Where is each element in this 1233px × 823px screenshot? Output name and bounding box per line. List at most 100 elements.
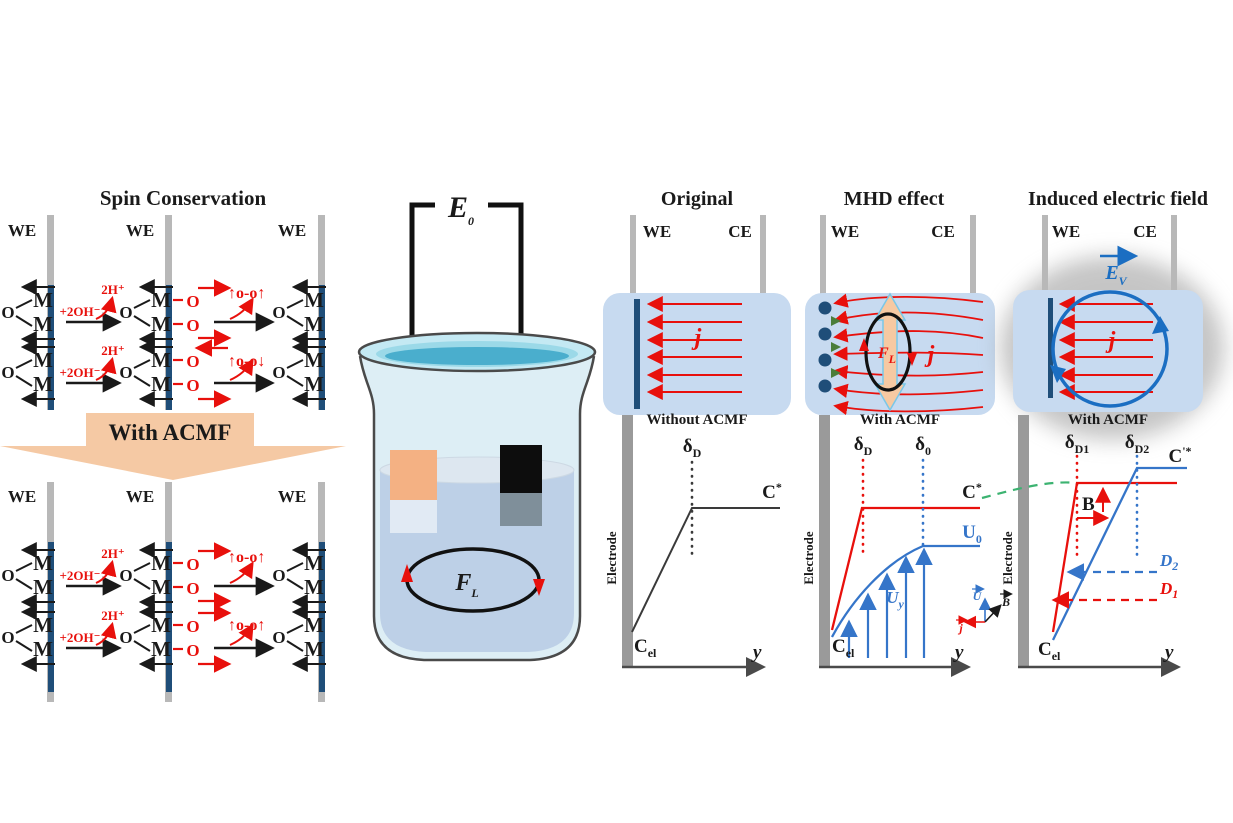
cathode-submerged [500, 493, 542, 526]
site-left-1 [1, 287, 55, 339]
caption: With ACMF [1068, 412, 1148, 428]
vortex-ellipse [864, 312, 912, 392]
parallel-spin-product: ↑o-o↑ [228, 549, 265, 566]
electrode-axis-label: Electrode [801, 531, 816, 584]
site-right-1 [272, 287, 326, 339]
panel-original: Original WE CE j Without ACMF [603, 188, 791, 428]
we-label: WE [278, 487, 306, 506]
green-link-dash [981, 481, 1078, 500]
mhd-panels: Original WE CE j Without ACMF Electrode … [603, 188, 1224, 677]
site-mid-1 [119, 550, 199, 602]
bulk-velocity-label: U0 [962, 522, 982, 546]
panel-mhd: MHD effect WE CE FL j With [805, 188, 995, 428]
banner-arrow-shape [0, 413, 346, 480]
banner-label: With ACMF [109, 420, 232, 445]
antiparallel-spin-product: ↑o-o↓ [228, 353, 265, 370]
beaker-cell: E0 FL [357, 191, 597, 662]
panel-title: MHD effect [844, 188, 945, 210]
profile-without-field-red [1051, 481, 1177, 633]
site-right-1 [272, 550, 326, 602]
cathode-plate [500, 445, 542, 493]
enhanced-bulk-concentration-label: C'* [1168, 444, 1191, 467]
we-surface [634, 299, 640, 409]
we-label: WE [1052, 222, 1080, 241]
spin-row-without-acmf: WE WE WE ↑o-o↑ ↑o-o↓ [1, 215, 326, 410]
spin-row-with-acmf: WE WE WE ↑o-o↑ ↑o-o↑ [1, 482, 326, 702]
concentration-profile-red [830, 506, 980, 631]
surface-concentration-label: Cel [832, 636, 855, 660]
spin-panel-title: Spin Conservation [100, 186, 267, 210]
reaction-1 [60, 546, 125, 586]
inset-j-label: j [957, 621, 963, 635]
parallel-spin-product: ↑o-o↑ [228, 285, 265, 302]
delta-d-label: δD [854, 434, 873, 458]
bubble-detachment [818, 301, 841, 393]
panel-title: Induced electric field [1028, 188, 1208, 210]
we-label: WE [8, 487, 36, 506]
delta-d-label: δD [683, 436, 702, 460]
velocity-uy-label: Uy [886, 588, 904, 611]
reaction-2 [60, 608, 125, 648]
graph-original: Electrode y δD C* Cel [604, 415, 782, 677]
loop-arrow-down [907, 353, 917, 366]
we-label: WE [126, 487, 154, 506]
caption: With ACMF [860, 412, 940, 428]
site-mid-1 [119, 287, 199, 339]
electrolyte-cell [603, 293, 791, 415]
vortex-arrow-down [1050, 365, 1066, 383]
current-density-label: j [691, 325, 702, 351]
with-acmf-banner: With ACMF [0, 413, 346, 480]
beaker-water-top [385, 347, 569, 365]
loop-arrow-up [401, 564, 413, 582]
y-axis-label: y [1163, 642, 1174, 663]
we-label: WE [8, 221, 36, 240]
we-label: WE [831, 222, 859, 241]
we-surface [1048, 298, 1053, 398]
delta-d2-label: δD2 [1125, 432, 1150, 456]
graph-mhd: Electrode y δD δ0 C* U0 Uy U B [801, 415, 1013, 677]
we-label: WE [278, 221, 306, 240]
electrode-axis-label: Electrode [604, 531, 619, 584]
site-mid-2 [119, 612, 199, 664]
electrode-wall [622, 415, 633, 668]
spin-current-arrows [198, 542, 232, 673]
profile-with-field-blue [1051, 466, 1187, 641]
current-density-label: j [924, 342, 935, 368]
loop-arrow-up [859, 338, 869, 351]
applied-potential-label: E0 [447, 191, 474, 228]
concentration-profile [631, 507, 780, 633]
site-left-1 [1, 550, 55, 602]
reaction-2 [60, 343, 125, 383]
d2-label: D2 [1159, 551, 1178, 573]
bulk-concentration-label: C* [962, 480, 982, 503]
induced-field-label: EV [1104, 262, 1127, 288]
surface-concentration-label: Cel [1038, 639, 1061, 663]
lorentz-force-label: FL [454, 570, 478, 600]
current-arrows [646, 296, 742, 400]
lorentz-force-loop: FL [401, 547, 545, 613]
anode-submerged [390, 500, 437, 533]
y-axis-label: y [953, 642, 964, 663]
site-left-2 [1, 612, 55, 664]
vector-triad-inset: U B j [956, 584, 1013, 635]
graph-induced: Electrode y δD1 δD2 C'* B D2 D1 Cel [981, 415, 1192, 677]
site-mid-2 [119, 347, 199, 399]
surface-concentration-label: Cel [634, 636, 657, 660]
delta-d1-label: δD1 [1065, 432, 1090, 456]
parallel-spin-product: ↑o-o↑ [228, 617, 265, 634]
we-label: WE [643, 222, 671, 241]
inset-b-label: B [1001, 595, 1010, 609]
loop-arrow-down [533, 579, 545, 596]
y-axis-label: y [751, 642, 762, 663]
spin-current-arrows [194, 279, 232, 408]
bent-current-arrows [833, 293, 984, 416]
panel-title: Original [661, 188, 734, 210]
vortex-circle [1051, 290, 1169, 408]
site-right-2 [272, 347, 326, 399]
lorentz-force-label: FL [877, 345, 896, 366]
ce-label: CE [728, 222, 752, 241]
delta-0-label: δ0 [915, 434, 931, 458]
electrode-axis-label: Electrode [1000, 531, 1015, 584]
ce-label: CE [1133, 222, 1157, 241]
